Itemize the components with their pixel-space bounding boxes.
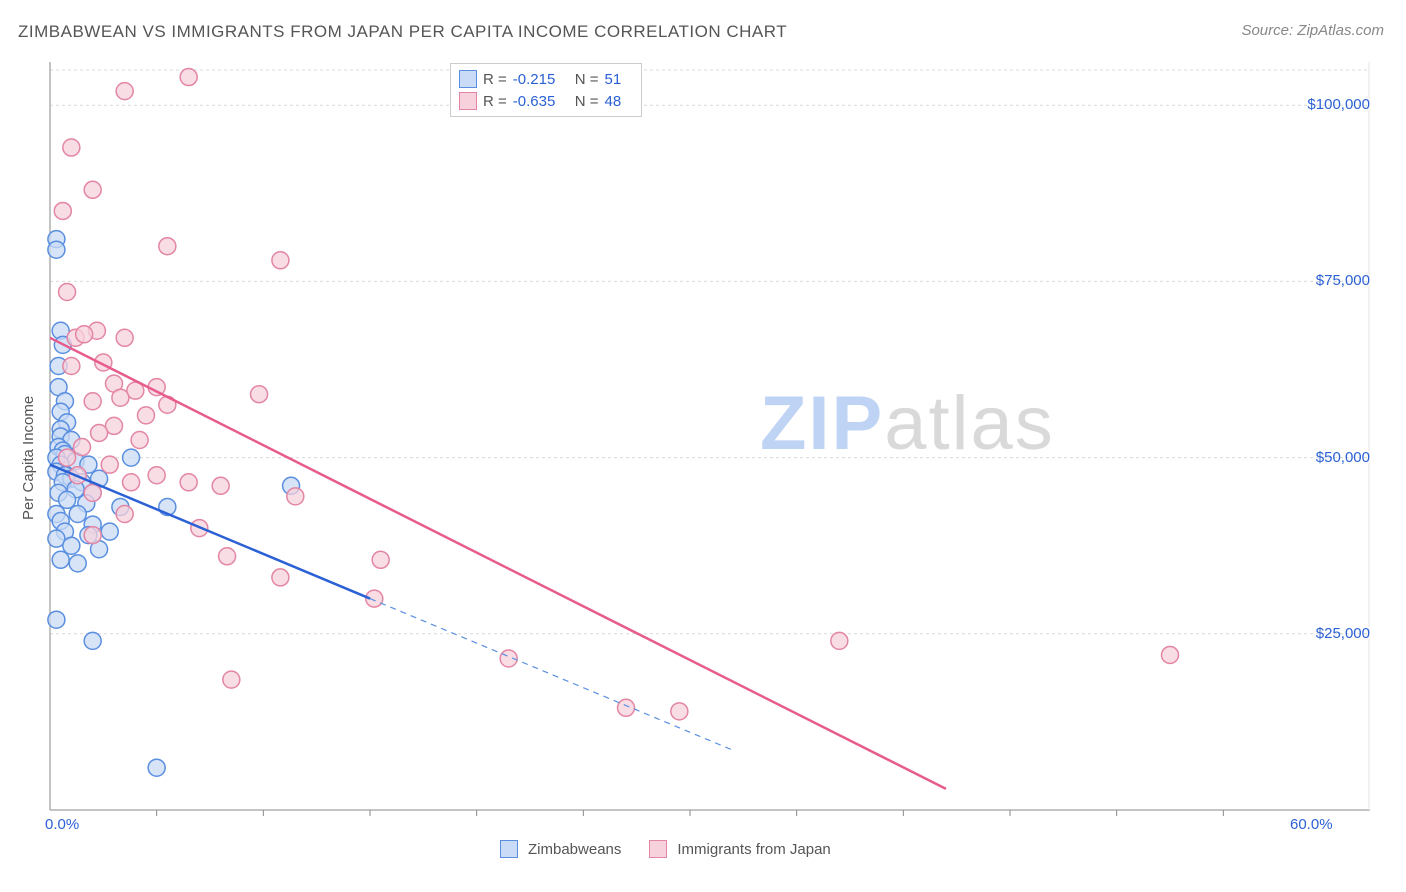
chart-title: ZIMBABWEAN VS IMMIGRANTS FROM JAPAN PER … <box>18 22 787 42</box>
source-label: Source: ZipAtlas.com <box>1241 22 1384 39</box>
correlation-legend: R = -0.215 N = 51 R = -0.635 N = 48 <box>450 63 642 117</box>
legend-n-label: N = <box>575 71 599 88</box>
legend-r-value: -0.215 <box>513 71 569 88</box>
legend-swatch <box>459 70 477 88</box>
y-tick-label: $100,000 <box>1290 96 1370 113</box>
legend-r-label: R = <box>483 71 507 88</box>
legend-r-value: -0.635 <box>513 93 569 110</box>
legend-n-value: 48 <box>605 93 633 110</box>
y-tick-label: $25,000 <box>1290 625 1370 642</box>
legend-swatch <box>649 840 667 858</box>
legend-row: R = -0.635 N = 48 <box>459 90 633 112</box>
legend-swatch <box>500 840 518 858</box>
legend-swatch <box>459 92 477 110</box>
legend-row: R = -0.215 N = 51 <box>459 68 633 90</box>
legend-series-label: Zimbabweans <box>528 841 621 858</box>
y-axis-label: Per Capita Income <box>20 396 37 520</box>
scatter-plot-svg <box>50 60 1370 830</box>
x-tick-label: 60.0% <box>1290 816 1333 833</box>
legend-series-label: Immigrants from Japan <box>677 841 830 858</box>
series-legend: Zimbabweans Immigrants from Japan <box>500 840 849 858</box>
plot-area <box>50 60 1370 830</box>
legend-n-label: N = <box>575 93 599 110</box>
legend-n-value: 51 <box>605 71 633 88</box>
legend-r-label: R = <box>483 93 507 110</box>
y-tick-label: $75,000 <box>1290 272 1370 289</box>
y-tick-label: $50,000 <box>1290 449 1370 466</box>
x-tick-label: 0.0% <box>45 816 79 833</box>
